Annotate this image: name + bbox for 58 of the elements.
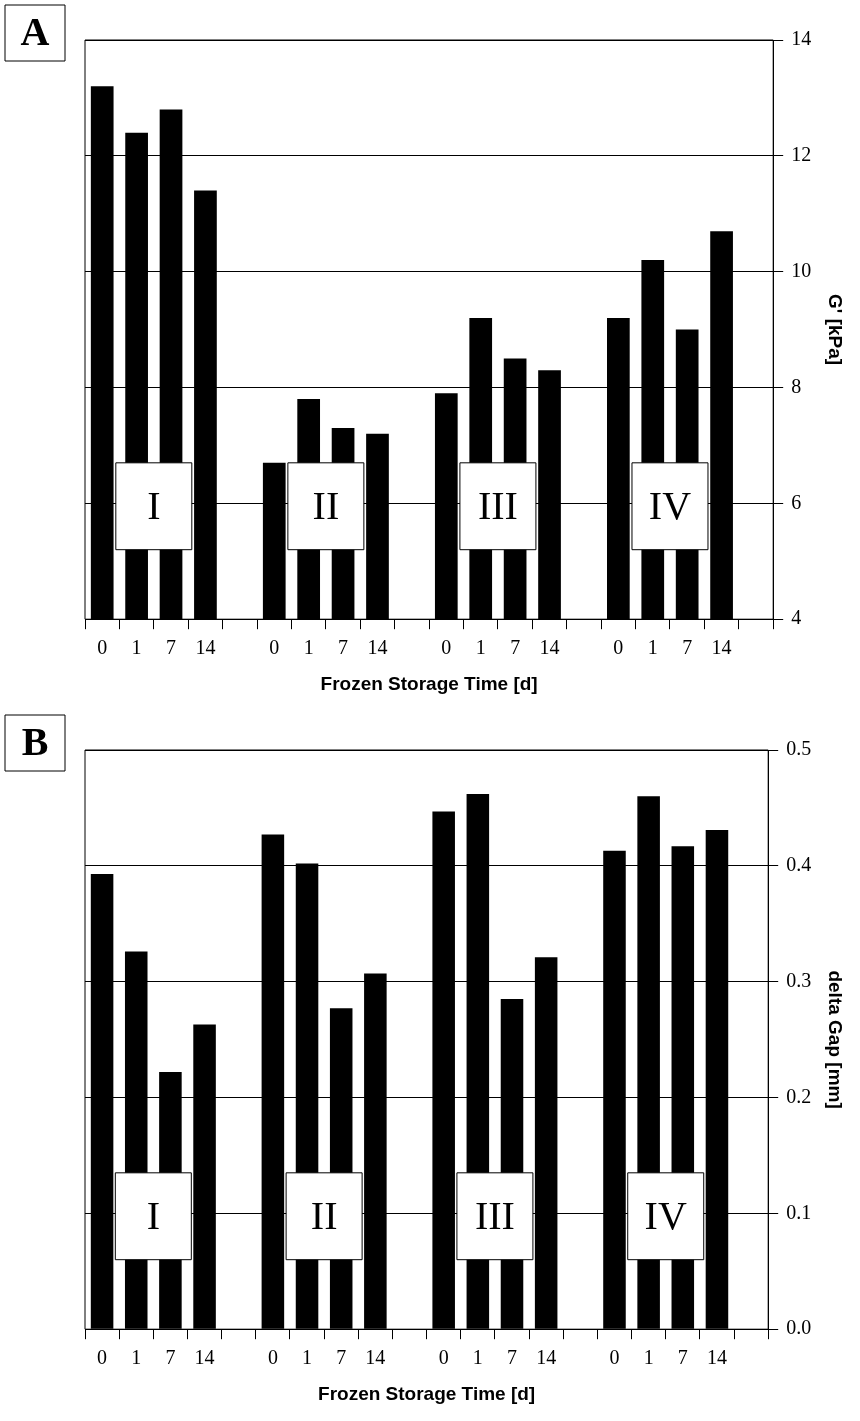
x-tick-label: 7	[336, 1346, 347, 1369]
chart-title: B	[21, 719, 49, 765]
x-tick-label: 0	[267, 1346, 278, 1369]
y-tick-label: 8	[791, 374, 802, 397]
y-tick-label: 0.0	[786, 1316, 812, 1339]
annotation: III	[474, 1192, 515, 1238]
x-tick-label: 0	[97, 1346, 108, 1369]
x-tick-label: 14	[711, 636, 732, 659]
y-tick-label: 0.5	[786, 737, 812, 760]
annotation: II	[312, 482, 340, 528]
annotation: IV	[648, 482, 692, 528]
annotation: I	[146, 1192, 160, 1238]
x-tick-label: 0	[438, 1346, 449, 1369]
x-tick-label: 0	[441, 636, 452, 659]
x-tick-label: 14	[367, 636, 388, 659]
y-tick-label: 0.1	[786, 1200, 812, 1223]
y-tick-label: 0.3	[786, 968, 812, 991]
x-tick-label: 14	[194, 1346, 215, 1369]
x-tick-label: 7	[166, 636, 177, 659]
annotation: II	[310, 1192, 338, 1238]
x-tick-label: 1	[643, 1346, 654, 1369]
x-tick-label: 7	[165, 1346, 176, 1369]
x-tick-label: 1	[131, 636, 142, 659]
annotation: I	[147, 482, 161, 528]
x-tick-label: 14	[195, 636, 216, 659]
x-tick-label: 7	[507, 1346, 517, 1369]
x-axis-title: Frozen Storage Time [d]	[320, 672, 538, 694]
x-axis-title: Frozen Storage Time [d]	[318, 1382, 536, 1404]
x-tick-label: 14	[706, 1346, 727, 1369]
x-tick-label: 14	[539, 636, 560, 659]
y-axis-title: delta Gap [mm]	[825, 970, 847, 1109]
x-tick-label: 7	[338, 636, 349, 659]
y-tick-label: 0.4	[786, 853, 812, 876]
y-tick-label: 14	[791, 27, 812, 50]
x-tick-label: 1	[303, 636, 314, 659]
y-tick-label: 6	[791, 490, 802, 513]
x-tick-label: 0	[97, 636, 108, 659]
x-tick-label: 14	[536, 1346, 557, 1369]
x-tick-label: 1	[302, 1346, 313, 1369]
x-tick-label: 1	[647, 636, 658, 659]
x-tick-label: 7	[510, 636, 521, 659]
x-tick-label: 7	[677, 1346, 688, 1369]
x-tick-label: 1	[475, 636, 486, 659]
x-tick-label: 0	[613, 636, 624, 659]
y-tick-label: 10	[791, 258, 812, 281]
x-tick-label: 1	[472, 1346, 483, 1369]
x-tick-label: 0	[609, 1346, 620, 1369]
x-tick-label: 14	[365, 1346, 386, 1369]
y-axis-title: G' [kPa]	[825, 294, 847, 366]
x-tick-label: 7	[682, 636, 693, 659]
y-tick-label: 12	[791, 143, 812, 166]
x-tick-label: 0	[269, 636, 280, 659]
annotation: III	[477, 482, 518, 528]
y-tick-label: 4	[791, 606, 802, 629]
chart-title: A	[20, 9, 50, 55]
annotation: IV	[644, 1192, 687, 1238]
y-tick-label: 0.2	[786, 1084, 812, 1107]
x-tick-label: 1	[131, 1346, 142, 1369]
